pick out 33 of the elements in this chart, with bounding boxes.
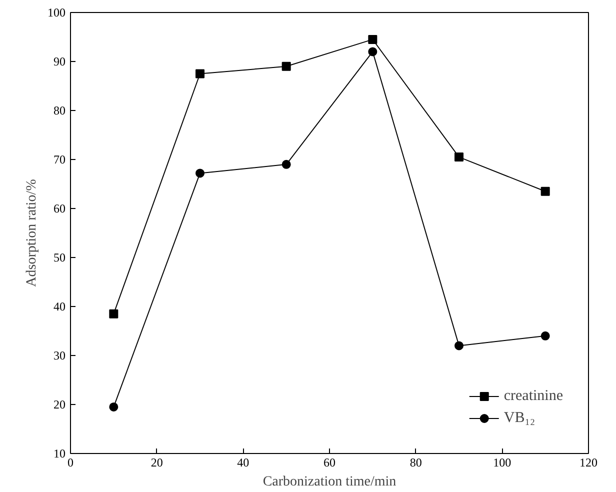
point xyxy=(282,160,291,169)
y-axis-title: Adsorption ratio/% xyxy=(24,178,40,287)
point xyxy=(454,152,464,162)
x-tick-label: 20 xyxy=(150,456,163,470)
legend-label: creatinine xyxy=(504,388,563,404)
point xyxy=(540,186,550,196)
point xyxy=(540,331,550,340)
x-tick-label: 0 xyxy=(68,456,74,470)
point xyxy=(282,62,291,71)
point xyxy=(196,69,204,78)
point xyxy=(109,309,118,318)
y-tick-label: 100 xyxy=(48,6,66,20)
y-tick-label: 90 xyxy=(54,54,66,68)
y-tick-label: 40 xyxy=(54,300,66,314)
y-tick-label: 70 xyxy=(54,152,66,166)
point xyxy=(109,402,118,412)
x-tick-label: 120 xyxy=(580,456,598,470)
point xyxy=(454,341,464,350)
y-tick-label: 80 xyxy=(54,104,66,118)
y-tick-label: 20 xyxy=(54,398,66,412)
y-tick-label: 60 xyxy=(54,202,66,216)
legend-label: VB₁₂ xyxy=(504,410,536,426)
x-axis-title: Carbonization time/min xyxy=(262,474,396,490)
x-tick-label: 80 xyxy=(410,456,422,470)
y-tick-label: 30 xyxy=(54,348,66,362)
point xyxy=(368,34,378,44)
point xyxy=(196,168,204,178)
x-tick-label: 40 xyxy=(237,456,250,470)
point xyxy=(368,47,378,56)
y-tick-label: 10 xyxy=(54,446,66,460)
x-tick-label: 60 xyxy=(324,456,336,470)
y-tick-label: 50 xyxy=(54,250,66,264)
x-tick-label: 100 xyxy=(493,456,512,470)
